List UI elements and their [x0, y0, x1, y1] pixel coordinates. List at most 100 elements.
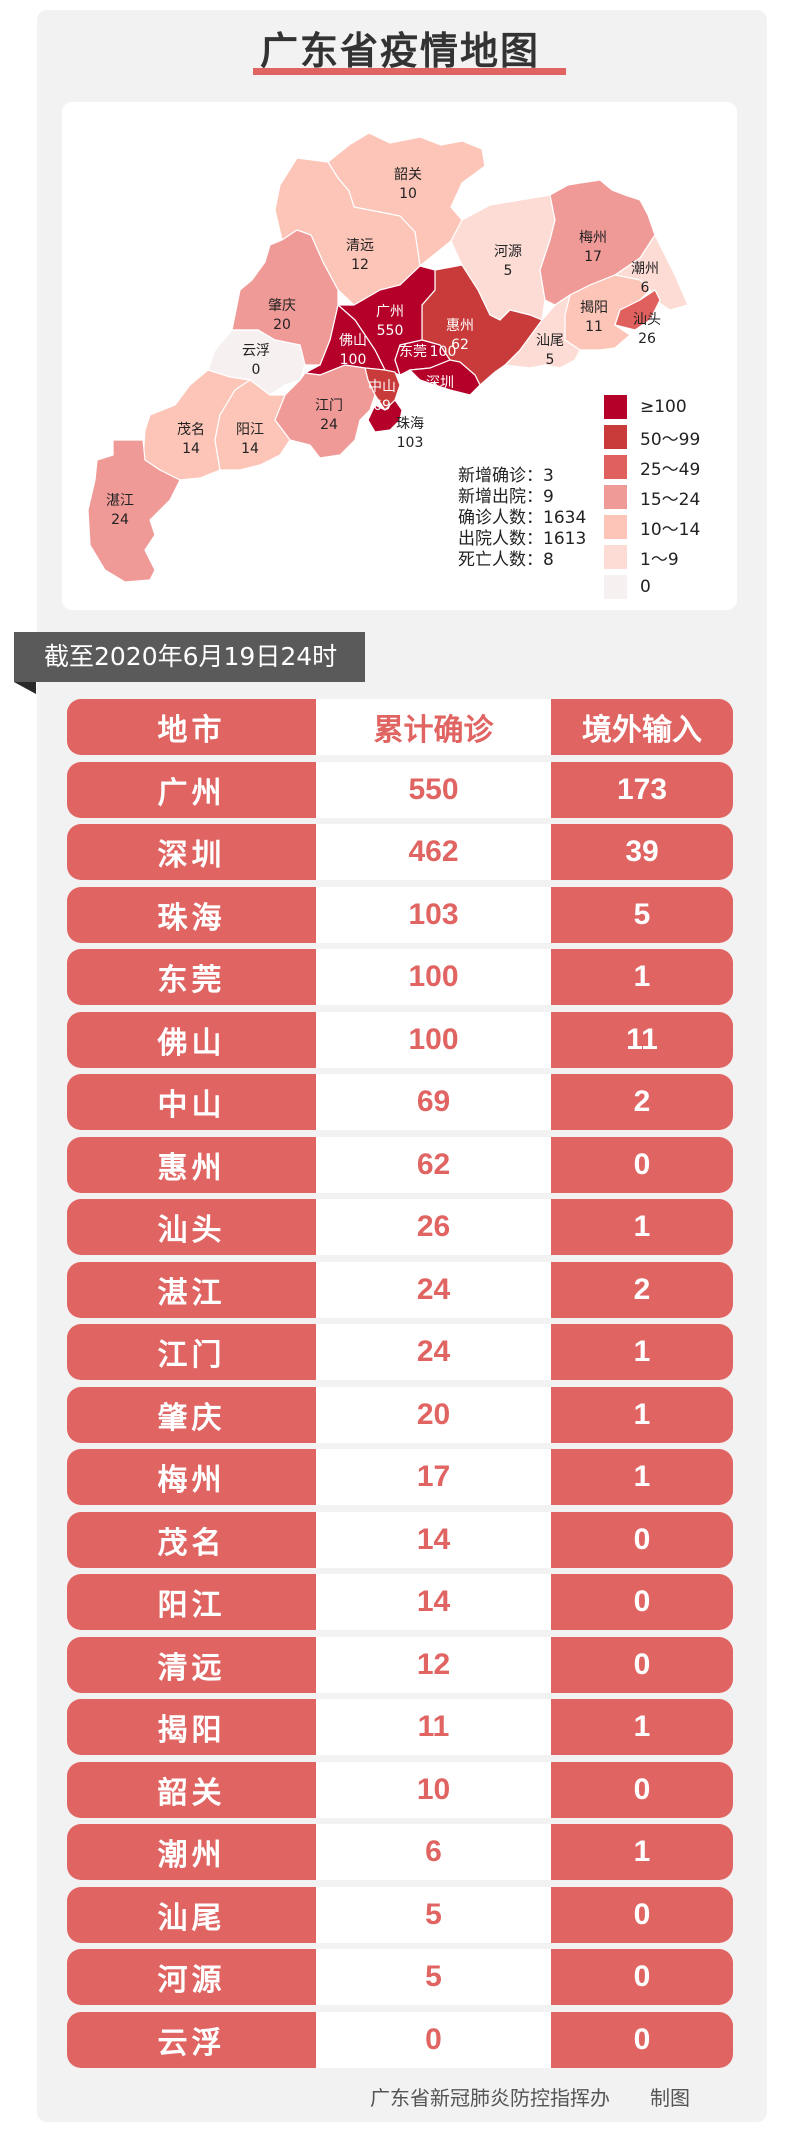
- imported-cell: 0: [551, 1136, 733, 1193]
- map-legend: ≥100 50～99 25～49 15～24 10～14 1～9 0: [604, 392, 700, 602]
- city-cell: 江门: [67, 1324, 316, 1380]
- map-region-value: 26: [638, 331, 656, 347]
- city-cell: 广州: [67, 761, 316, 818]
- city-cell: 清远: [67, 1636, 316, 1693]
- map-region-label: 惠州: [446, 318, 474, 334]
- imported-cell: 1: [551, 949, 733, 1005]
- confirmed-cell: 24: [316, 1324, 551, 1380]
- confirmed-cell: 550: [316, 761, 551, 818]
- guangdong-map: 韶关 10 清远 12 河源 5 梅州 17 潮州 6 揭阳 11 汕头 26 汕尾 5 惠州 62 广州 550 佛山…: [87, 132, 689, 583]
- confirmed-cell: 462: [316, 824, 551, 880]
- legend-item: 50～99: [604, 422, 700, 452]
- imported-cell: 0: [551, 1886, 733, 1943]
- city-cell: 梅州: [67, 1449, 316, 1505]
- legend-label: 50～99: [640, 429, 701, 450]
- map-region-label: 揭阳: [580, 300, 608, 316]
- city-cell: 地市: [67, 699, 316, 755]
- confirmed-cell: 24: [316, 1261, 551, 1318]
- imported-cell: 1: [551, 1199, 733, 1255]
- map-region-label: 韶关: [394, 167, 422, 183]
- confirmed-cell: 62: [316, 1136, 551, 1193]
- map-region-value: 550: [377, 323, 404, 339]
- map-region-label: 100: [430, 344, 457, 360]
- confirmed-cell: 100: [316, 949, 551, 1005]
- legend-item: 25～49: [604, 452, 700, 482]
- map-region-label: 广州: [376, 304, 404, 320]
- table-row: 阳江 14 0: [67, 1574, 733, 1630]
- legend-item: 10～14: [604, 512, 700, 542]
- legend-swatch: [604, 395, 627, 419]
- confirmed-cell: 5: [316, 1949, 551, 2005]
- city-cell: 珠海: [67, 886, 316, 943]
- map-region-label: 湛江: [106, 493, 134, 509]
- confirmed-cell: 69: [316, 1074, 551, 1130]
- legend-item: 1～9: [604, 542, 700, 572]
- table-row: 中山 69 2: [67, 1074, 733, 1130]
- legend-label: ≥100: [640, 397, 687, 417]
- map-region-label: 清远: [346, 238, 374, 254]
- map-region-value: 20: [273, 317, 291, 333]
- map-region-value: 24: [111, 512, 129, 528]
- stat-new-discharged: 新增出院：9: [458, 487, 554, 507]
- legend-swatch: [604, 485, 627, 509]
- table-row: 揭阳 11 1: [67, 1699, 733, 1755]
- legend-swatch: [604, 515, 627, 539]
- table-row: 汕尾 5 0: [67, 1886, 733, 1943]
- stat-confirmed-total: 确诊人数：1634: [458, 508, 587, 528]
- table-row: 潮州 6 1: [67, 1824, 733, 1880]
- legend-item: 0: [604, 572, 700, 602]
- table-row: 东莞 100 1: [67, 949, 733, 1005]
- city-cell: 惠州: [67, 1136, 316, 1193]
- map-region-value: 12: [351, 257, 369, 273]
- confirmed-cell: 100: [316, 1011, 551, 1068]
- map-region-label: 茂名: [177, 421, 205, 438]
- city-cell: 中山: [67, 1074, 316, 1130]
- confirmed-cell: 6: [316, 1824, 551, 1880]
- title-underline: [253, 68, 566, 75]
- map-region-value: 5: [546, 352, 555, 368]
- imported-cell: 173: [551, 761, 733, 818]
- table-row: 云浮 0 0: [67, 2011, 733, 2068]
- city-cell: 湛江: [67, 1261, 316, 1318]
- confirmed-cell: 11: [316, 1699, 551, 1755]
- legend-label: 25～49: [640, 459, 701, 480]
- page-title: 广东省疫情地图: [259, 29, 540, 73]
- imported-cell: 11: [551, 1011, 733, 1068]
- confirmed-cell: 20: [316, 1386, 551, 1443]
- map-region-value: 10: [399, 186, 417, 202]
- stat-new-confirmed: 新增确诊：3: [458, 466, 554, 486]
- city-cell: 汕头: [67, 1199, 316, 1255]
- map-region-value: 69: [373, 398, 391, 414]
- confirmed-cell: 17: [316, 1449, 551, 1505]
- city-cell: 阳江: [67, 1574, 316, 1630]
- imported-cell: 0: [551, 1636, 733, 1693]
- city-cell: 云浮: [67, 2011, 316, 2068]
- map-region-label: 汕头: [633, 312, 661, 328]
- legend-swatch: [604, 425, 627, 449]
- cases-table: 地市 累计确诊 境外输入 广州 550 173 深圳 462 39 珠海 103 5 东莞 100 1 佛山 1…: [67, 699, 733, 2074]
- map-region-value: 11: [585, 319, 603, 335]
- map-region: [614, 289, 661, 331]
- table-header-row: 地市 累计确诊 境外输入: [67, 699, 733, 755]
- imported-cell: 0: [551, 1761, 733, 1818]
- city-cell: 茂名: [67, 1511, 316, 1568]
- legend-label: 0: [640, 577, 651, 597]
- imported-cell: 1: [551, 1386, 733, 1443]
- imported-cell: 1: [551, 1449, 733, 1505]
- legend-label: 1～9: [640, 549, 679, 570]
- city-cell: 佛山: [67, 1011, 316, 1068]
- table-row: 韶关 10 0: [67, 1761, 733, 1818]
- map-region-value: 14: [182, 441, 200, 457]
- map-region-value: 6: [641, 280, 650, 296]
- confirmed-cell: 14: [316, 1511, 551, 1568]
- city-cell: 肇庆: [67, 1386, 316, 1443]
- legend-label: 15～24: [640, 489, 701, 510]
- confirmed-cell: 累计确诊: [316, 699, 551, 755]
- confirmed-cell: 26: [316, 1199, 551, 1255]
- city-cell: 汕尾: [67, 1886, 316, 1943]
- confirmed-cell: 0: [316, 2011, 551, 2068]
- map-region-label: 河源: [494, 244, 522, 260]
- map-region-label: 肇庆: [268, 298, 296, 314]
- imported-cell: 2: [551, 1074, 733, 1130]
- imported-cell: 0: [551, 1511, 733, 1568]
